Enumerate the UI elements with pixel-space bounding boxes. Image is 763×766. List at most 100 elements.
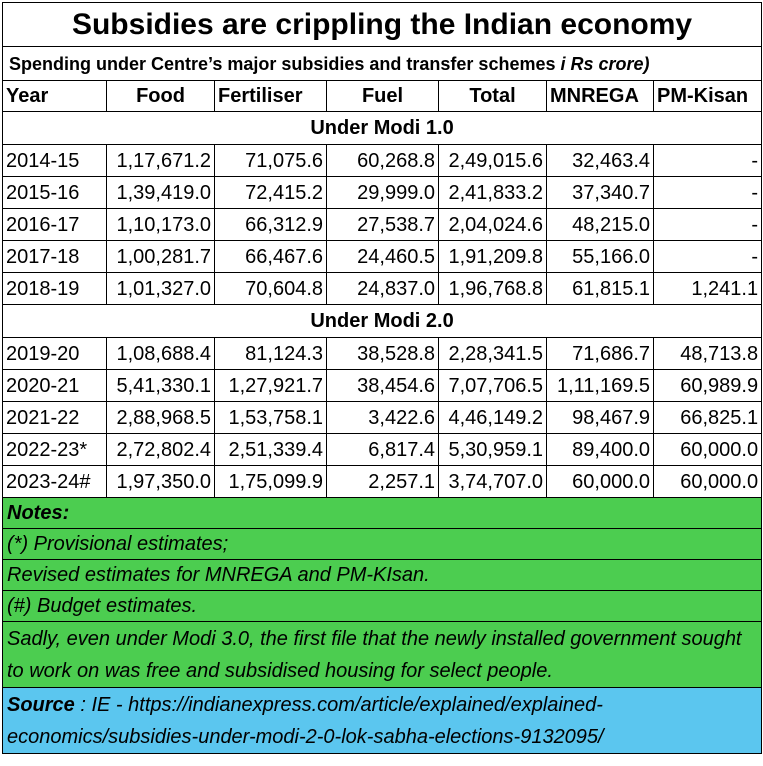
cell-mnrega: 60,000.0 <box>546 465 654 498</box>
cell-fertiliser: 1,75,099.9 <box>214 465 327 498</box>
note-provisional: (*) Provisional estimates; <box>1 528 763 560</box>
header-row: Year Food Fertiliser Fuel Total MNREGA P… <box>2 80 763 112</box>
header-food: Food <box>106 80 215 112</box>
source-cell: Source : IE - https://indianexpress.com/… <box>1 687 763 754</box>
cell-food: 1,10,173.0 <box>106 208 215 241</box>
cell-food: 1,39,419.0 <box>106 176 215 209</box>
cell-pm-kisan: - <box>652 176 763 209</box>
cell-total: 3,74,707.0 <box>438 465 547 498</box>
cell-fertiliser: 1,27,921.7 <box>214 369 327 402</box>
cell-fuel: 6,817.4 <box>326 433 439 466</box>
table-row: 2023-24# 1,97,350.0 1,75,099.9 2,257.1 3,74,… <box>2 465 763 498</box>
cell-mnrega: 37,340.7 <box>546 176 654 209</box>
section-row-modi-1: Under Modi 1.0 <box>1 111 763 145</box>
cell-year: 2020-21 <box>2 369 107 402</box>
table-row: 2019-20 1,08,688.4 81,124.3 38,528.8 2,28,34… <box>2 337 763 370</box>
cell-food: 1,17,671.2 <box>106 144 215 177</box>
cell-fertiliser: 72,415.2 <box>214 176 327 209</box>
cell-mnrega: 61,815.1 <box>546 272 654 305</box>
table-row: 2015-16 1,39,419.0 72,415.2 29,999.0 2,41,83… <box>2 176 763 209</box>
cell-pm-kisan: 60,000.0 <box>652 433 763 466</box>
table-title: Subsidies are crippling the Indian econo… <box>1 2 763 47</box>
cell-mnrega: 71,686.7 <box>546 337 654 370</box>
cell-year: 2017-18 <box>2 240 107 273</box>
cell-food: 1,01,327.0 <box>106 272 215 305</box>
cell-fuel: 29,999.0 <box>326 176 439 209</box>
cell-pm-kisan: - <box>652 144 763 177</box>
cell-fertiliser: 2,51,339.4 <box>214 433 327 466</box>
cell-fuel: 38,454.6 <box>326 369 439 402</box>
subtitle-unit: i Rs crore) <box>560 53 650 74</box>
cell-pm-kisan: 60,989.9 <box>652 369 763 402</box>
cell-fuel: 2,257.1 <box>326 465 439 498</box>
cell-food: 1,97,350.0 <box>106 465 215 498</box>
cell-fertiliser: 71,075.6 <box>214 144 327 177</box>
cell-mnrega: 32,463.4 <box>546 144 654 177</box>
cell-fertiliser: 70,604.8 <box>214 272 327 305</box>
note-row-comment: Sadly, even under Modi 3.0, the first fi… <box>1 621 763 688</box>
header-pm-kisan: PM-Kisan <box>652 80 763 112</box>
cell-total: 7,07,706.5 <box>438 369 547 402</box>
cell-year: 2014-15 <box>2 144 107 177</box>
header-fertiliser: Fertiliser <box>214 80 327 112</box>
cell-fuel: 60,268.8 <box>326 144 439 177</box>
cell-year: 2021-22 <box>2 401 107 434</box>
cell-total: 4,46,149.2 <box>438 401 547 434</box>
cell-total: 1,96,768.8 <box>438 272 547 305</box>
cell-food: 1,08,688.4 <box>106 337 215 370</box>
note-row-revised: Revised estimates for MNREGA and PM-KIsa… <box>1 559 763 591</box>
cell-fertiliser: 66,467.6 <box>214 240 327 273</box>
section-row-modi-2: Under Modi 2.0 <box>1 304 763 338</box>
cell-fuel: 3,422.6 <box>326 401 439 434</box>
cell-pm-kisan: 66,825.1 <box>652 401 763 434</box>
section-label-modi-1: Under Modi 1.0 <box>1 111 763 145</box>
table-subtitle: Spending under Centre’s major subsidies … <box>1 46 763 81</box>
table-row: 2021-22 2,88,968.5 1,53,758.1 3,422.6 4,46,1… <box>2 401 763 434</box>
cell-total: 2,41,833.2 <box>438 176 547 209</box>
cell-total: 2,49,015.6 <box>438 144 547 177</box>
table-row: 2017-18 1,00,281.7 66,467.6 24,460.5 1,91,20… <box>2 240 763 273</box>
cell-mnrega: 89,400.0 <box>546 433 654 466</box>
cell-year: 2023-24# <box>2 465 107 498</box>
cell-food: 1,00,281.7 <box>106 240 215 273</box>
cell-mnrega: 55,166.0 <box>546 240 654 273</box>
note-row-budget: (#) Budget estimates. <box>1 590 763 622</box>
cell-fuel: 24,460.5 <box>326 240 439 273</box>
source-text: : IE - https://indianexpress.com/article… <box>7 693 604 748</box>
note-row-provisional: (*) Provisional estimates; <box>1 528 763 560</box>
cell-total: 1,91,209.8 <box>438 240 547 273</box>
note-revised: Revised estimates for MNREGA and PM-KIsa… <box>1 559 763 591</box>
cell-pm-kisan: - <box>652 240 763 273</box>
table-row: 2016-17 1,10,173.0 66,312.9 27,538.7 2,04,02… <box>2 208 763 241</box>
cell-pm-kisan: 48,713.8 <box>652 337 763 370</box>
cell-food: 2,88,968.5 <box>106 401 215 434</box>
cell-fertiliser: 1,53,758.1 <box>214 401 327 434</box>
source-label: Source <box>7 693 75 716</box>
section-label-modi-2: Under Modi 2.0 <box>1 304 763 338</box>
header-mnrega: MNREGA <box>546 80 654 112</box>
cell-pm-kisan: - <box>652 208 763 241</box>
table-row: 2014-15 1,17,671.2 71,075.6 60,268.8 2,49,01… <box>2 144 763 177</box>
cell-pm-kisan: 60,000.0 <box>652 465 763 498</box>
cell-food: 2,72,802.4 <box>106 433 215 466</box>
cell-mnrega: 1,11,169.5 <box>546 369 654 402</box>
subtitle-text: Spending under Centre’s major subsidies … <box>9 53 561 74</box>
note-comment: Sadly, even under Modi 3.0, the first fi… <box>1 621 763 688</box>
cell-fertiliser: 66,312.9 <box>214 208 327 241</box>
cell-fuel: 27,538.7 <box>326 208 439 241</box>
cell-total: 2,28,341.5 <box>438 337 547 370</box>
cell-year: 2022-23* <box>2 433 107 466</box>
cell-total: 2,04,024.6 <box>438 208 547 241</box>
cell-fuel: 38,528.8 <box>326 337 439 370</box>
source-row: Source : IE - https://indianexpress.com/… <box>1 687 763 754</box>
cell-year: 2016-17 <box>2 208 107 241</box>
cell-total: 5,30,959.1 <box>438 433 547 466</box>
cell-fuel: 24,837.0 <box>326 272 439 305</box>
cell-year: 2018-19 <box>2 272 107 305</box>
header-year: Year <box>2 80 107 112</box>
cell-mnrega: 98,467.9 <box>546 401 654 434</box>
cell-mnrega: 48,215.0 <box>546 208 654 241</box>
table-row: 2020-21 5,41,330.1 1,27,921.7 38,454.6 7,07,… <box>2 369 763 402</box>
header-total: Total <box>438 80 547 112</box>
